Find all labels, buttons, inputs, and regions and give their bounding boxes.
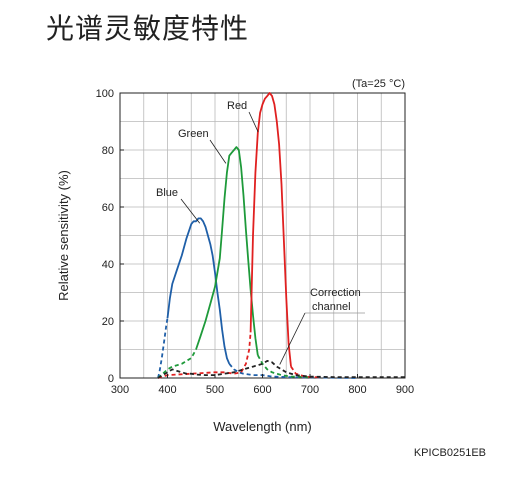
green-label: Green xyxy=(178,128,209,140)
y-tick-label: 0 xyxy=(108,373,114,385)
red-series-line xyxy=(249,92,292,367)
green-series-line xyxy=(195,146,259,356)
y-tick-label: 80 xyxy=(102,145,114,157)
y-tick-label: 20 xyxy=(102,316,114,328)
x-tick-label: 500 xyxy=(206,384,224,396)
condition-note: (Ta=25 °C) xyxy=(352,78,405,90)
x-tick-label: 400 xyxy=(158,384,176,396)
y-axis-label: Relative sensitivity (%) xyxy=(56,170,71,301)
green-series-dashed xyxy=(157,349,197,379)
document-code: KPICB0251EB xyxy=(413,447,486,459)
green-series-dashed xyxy=(257,354,311,378)
grid xyxy=(120,93,405,378)
axis-ticks: 300 400 500 600 700 800 900 0 20 40 60 80 100 xyxy=(96,88,415,396)
green-leader-line xyxy=(209,139,227,164)
x-tick-label: 900 xyxy=(396,384,414,396)
series-labels: Blue Green Red Correction channel xyxy=(156,100,365,365)
correction-channel-series-dashed xyxy=(157,360,405,379)
red-leader-line xyxy=(248,111,259,133)
y-tick-label: 60 xyxy=(102,202,114,214)
blue-series-line xyxy=(166,217,231,365)
correction-channel-label-line: channel xyxy=(312,301,351,313)
y-tick-label: 100 xyxy=(96,88,114,100)
x-tick-label: 300 xyxy=(111,384,129,396)
y-tick-label: 40 xyxy=(102,259,114,271)
correction-channel-leader-line xyxy=(279,312,306,365)
blue-series-dashed xyxy=(157,317,169,379)
x-tick-label: 600 xyxy=(253,384,271,396)
page-title: 光谱灵敏度特性 xyxy=(46,12,250,45)
x-axis-label: Wavelength (nm) xyxy=(213,419,312,434)
blue-leader-line xyxy=(180,198,201,224)
red-label: Red xyxy=(227,100,247,112)
x-tick-label: 700 xyxy=(301,384,319,396)
correction-channel-label-line: Correction xyxy=(310,287,361,299)
correction-channel-label: Correction channel xyxy=(310,287,361,313)
red-series-dashed xyxy=(157,332,252,379)
x-tick-label: 800 xyxy=(348,384,366,396)
blue-label: Blue xyxy=(156,187,178,199)
